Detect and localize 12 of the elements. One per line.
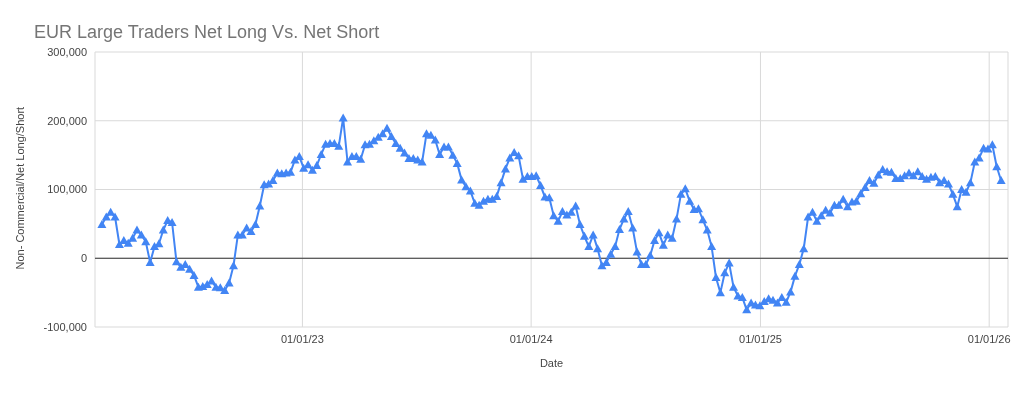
y-tick-label: 100,000 xyxy=(47,183,87,196)
y-tick-label: 200,000 xyxy=(47,114,87,127)
x-tick-label: 01/01/26 xyxy=(967,332,1011,345)
x-tick-label: 01/01/25 xyxy=(739,332,782,345)
x-tick-label: 01/01/24 xyxy=(509,332,553,345)
y-tick-label: 300,000 xyxy=(47,45,87,58)
chart-title: EUR Large Traders Net Long Vs. Net Short xyxy=(34,22,380,43)
y-axis-title: Non- Commercial/Net Long/Short xyxy=(13,106,26,270)
x-tick-label: 01/01/23 xyxy=(281,332,324,345)
x-axis-title: Date xyxy=(539,357,564,369)
y-tick-label: 0 xyxy=(80,252,87,265)
y-tick-label: -100,000 xyxy=(43,320,87,333)
